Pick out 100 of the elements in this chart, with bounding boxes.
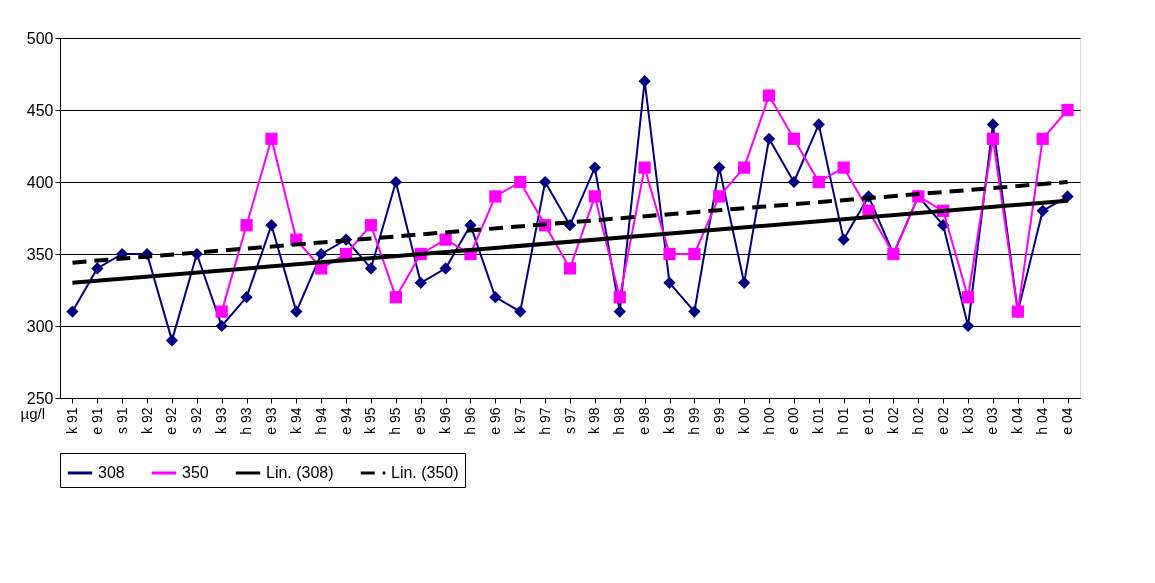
point [364, 219, 378, 232]
point [364, 262, 378, 275]
point [215, 305, 228, 318]
x-tick-label: h 01 [835, 407, 852, 435]
x-tick-label: e 99 [710, 407, 727, 435]
point [812, 118, 825, 131]
point [240, 219, 253, 232]
x-tick-label: h 96 [461, 407, 478, 435]
x-tick-label: k 93 [213, 407, 230, 434]
point [215, 319, 228, 333]
point [663, 247, 676, 261]
point [961, 319, 975, 333]
point [787, 132, 801, 145]
y-tick-label: 500 [26, 29, 54, 47]
point [588, 161, 601, 174]
point [165, 334, 179, 347]
x-tick-label: h 95 [387, 407, 404, 435]
x-tick-label: s 97 [561, 407, 578, 434]
point [986, 132, 1000, 145]
point [986, 118, 1000, 131]
x-tick-label: k 02 [884, 407, 901, 434]
x-tick-label: e 02 [934, 407, 951, 435]
x-tick-label: e 91 [88, 407, 105, 435]
point [389, 291, 402, 304]
x-tick-label: h 00 [760, 407, 777, 435]
x-tick-label: k 97 [511, 407, 528, 434]
x-tick-label: h 93 [238, 407, 255, 435]
x-tick-label: k 91 [63, 407, 80, 434]
x-tick-label: e 01 [860, 407, 877, 435]
x-tick-label: e 00 [785, 407, 802, 435]
point [837, 233, 850, 246]
x-tick-label: k 94 [287, 407, 304, 434]
x-tick-label: h 97 [536, 407, 553, 435]
x-tick-label: e 95 [412, 407, 429, 435]
legend-label: Lin. (350) [391, 464, 459, 481]
legend-label: 308 [98, 464, 125, 481]
point [961, 291, 975, 304]
point [563, 262, 577, 275]
x-tick-label: k 03 [959, 407, 976, 434]
x-tick-label: e 04 [1059, 407, 1076, 435]
x-tick-label: k 96 [437, 407, 454, 434]
x-tick-label: k 95 [362, 407, 379, 434]
point [290, 305, 303, 318]
x-tick-label: s 92 [188, 407, 205, 434]
point [837, 161, 850, 174]
point [713, 190, 726, 203]
point [613, 291, 626, 304]
x-tick-label: h 04 [1034, 407, 1051, 435]
point [762, 132, 776, 145]
point [414, 276, 427, 289]
x-tick-label: h 02 [909, 407, 926, 435]
y-tick-label: 400 [26, 173, 54, 191]
point [489, 291, 502, 304]
point [514, 305, 527, 318]
point [91, 262, 104, 275]
x-tick-label: e 98 [636, 407, 653, 435]
x-tick-label: k 92 [138, 407, 155, 434]
point [812, 175, 825, 189]
y-axis-title: µg/l [20, 404, 45, 422]
point [315, 247, 328, 261]
x-tick-label: k 99 [661, 407, 678, 434]
point [1036, 204, 1049, 217]
point [688, 247, 701, 261]
x-tick-label: k 01 [810, 407, 827, 434]
x-tick-label: k 00 [735, 407, 752, 434]
x-tick-label: k 98 [586, 407, 603, 434]
y-tick-label: 350 [26, 245, 54, 263]
x-tick-label: e 92 [163, 407, 180, 435]
x-tick-label: h 94 [312, 407, 329, 435]
x-tick-label: e 03 [984, 407, 1001, 435]
point [389, 175, 402, 189]
point [738, 161, 751, 174]
point [638, 161, 651, 174]
point [439, 262, 452, 275]
point [240, 291, 253, 304]
point [265, 132, 278, 145]
x-tick-label: e 93 [262, 407, 279, 435]
point [439, 233, 452, 246]
y-tick-label: 450 [26, 101, 54, 119]
point [1061, 103, 1074, 117]
legend-label: 350 [182, 464, 209, 481]
y-tick-label: 300 [26, 317, 54, 335]
point [787, 175, 801, 189]
point [688, 305, 701, 318]
point [1036, 132, 1049, 145]
point [713, 161, 726, 174]
point [539, 175, 552, 189]
point [588, 190, 601, 203]
x-tick-label: e 96 [486, 407, 503, 435]
point [265, 219, 278, 232]
x-tick-label: h 98 [611, 407, 628, 435]
point [514, 175, 527, 189]
x-tick-label: e 94 [337, 407, 354, 435]
x-tick-label: k 04 [1009, 407, 1026, 434]
point [762, 89, 776, 102]
x-tick-label: h 99 [685, 407, 702, 435]
y-tick-label: 250 [26, 389, 54, 407]
point [663, 276, 676, 289]
legend-label: Lin. (308) [266, 464, 334, 481]
point [613, 305, 626, 318]
